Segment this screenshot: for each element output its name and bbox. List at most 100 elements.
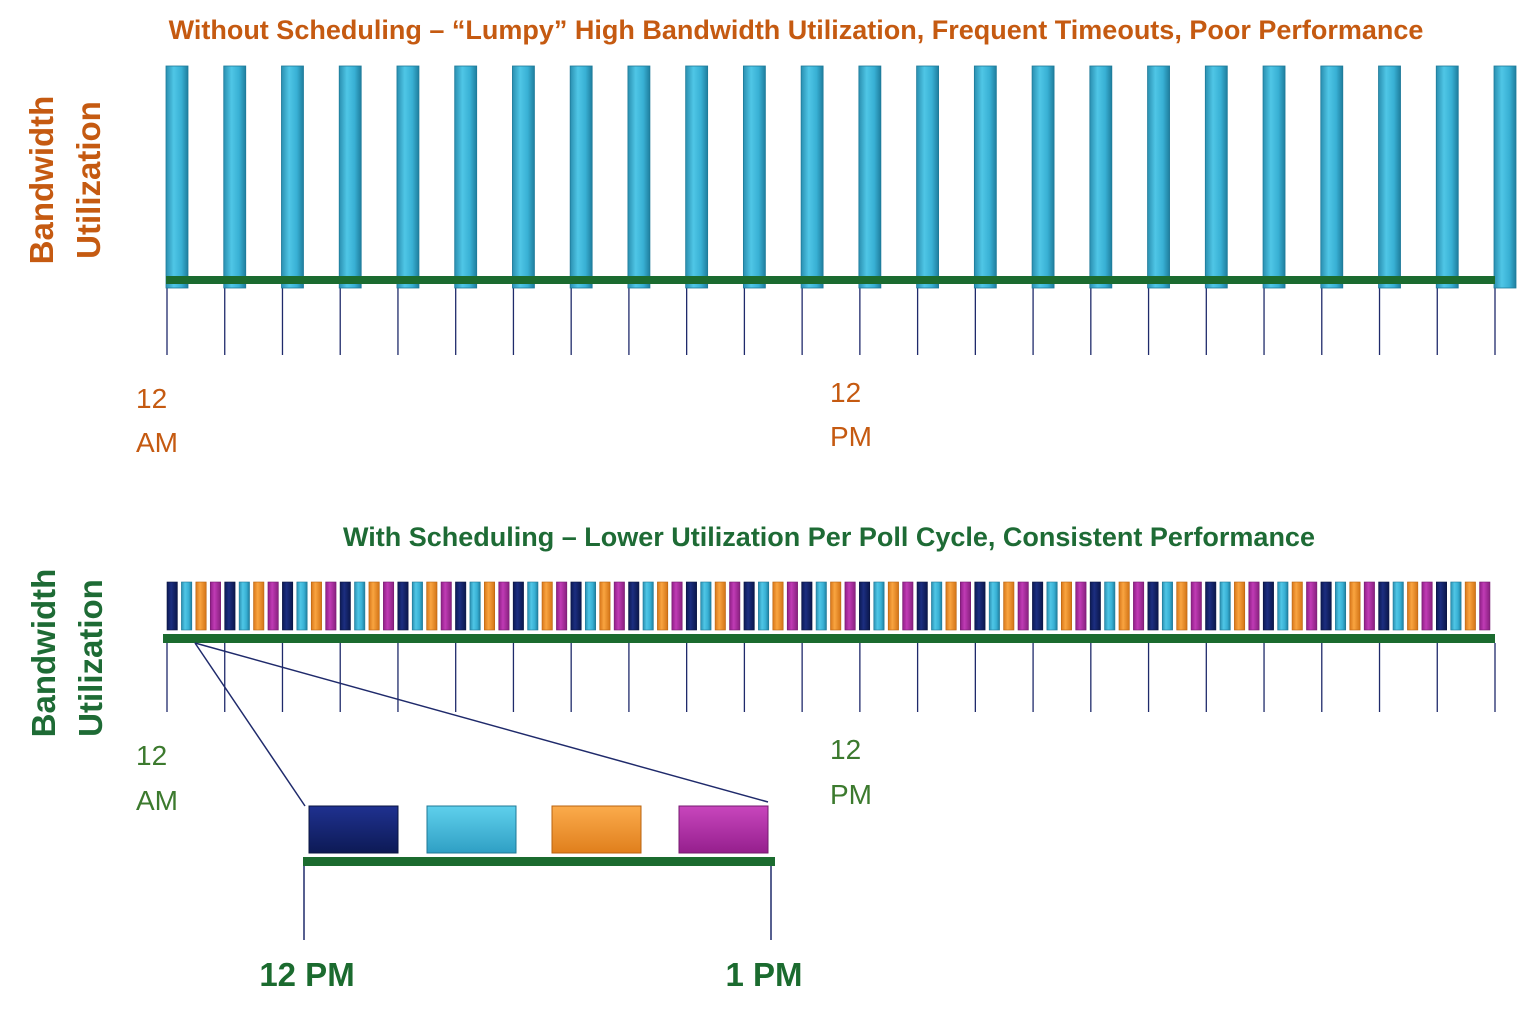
bottom-block-navy: [397, 581, 409, 631]
bottom-block-navy: [282, 581, 294, 631]
bottom-block-navy: [1089, 581, 1101, 631]
bottom-block-orange: [1349, 581, 1361, 631]
bottom-baseline: [163, 634, 1495, 643]
bottom-block-orange: [772, 581, 784, 631]
bottom-block-orange: [310, 581, 322, 631]
bottom-tick-label-mid-line2: PM: [830, 779, 872, 810]
bottom-block-cyan: [1392, 581, 1404, 631]
bottom-tick-label-start-line1: 12: [136, 740, 167, 771]
bottom-block-navy: [455, 581, 467, 631]
bottom-ylabel-line2: Utilization: [72, 579, 109, 737]
bottom-block-orange: [253, 581, 265, 631]
bottom-block-navy: [916, 581, 928, 631]
bottom-block-magenta: [1248, 581, 1260, 631]
bottom-blocks: [166, 581, 1491, 631]
bottom-block-orange: [484, 581, 496, 631]
bottom-block-magenta: [1479, 581, 1491, 631]
top-bar: [685, 65, 709, 289]
without-scheduling-title: Without Scheduling – “Lumpy” High Bandwi…: [169, 15, 1424, 45]
zoom-block-navy: [308, 805, 399, 854]
top-bar: [800, 65, 824, 289]
top-bar: [1262, 65, 1286, 289]
bottom-block-magenta: [1306, 581, 1318, 631]
top-bar: [742, 65, 766, 289]
zoom-block-magenta: [678, 805, 769, 854]
bottom-block-orange: [1234, 581, 1246, 631]
bottom-block-cyan: [1161, 581, 1173, 631]
bottom-block-navy: [1262, 581, 1274, 631]
bottom-block-cyan: [296, 581, 308, 631]
bottom-block-navy: [1320, 581, 1332, 631]
bottom-block-cyan: [1450, 581, 1462, 631]
bottom-block-navy: [339, 581, 351, 631]
bottom-block-magenta: [902, 581, 914, 631]
bottom-block-magenta: [440, 581, 452, 631]
bottom-block-magenta: [1363, 581, 1375, 631]
bottom-block-magenta: [1133, 581, 1145, 631]
bottom-block-magenta: [325, 581, 337, 631]
bottom-block-magenta: [1017, 581, 1029, 631]
bottom-tick-lines: [166, 643, 1496, 712]
bottom-block-magenta: [1190, 581, 1202, 631]
bottom-block-navy: [1378, 581, 1390, 631]
top-bar: [1320, 65, 1344, 289]
bottom-block-cyan: [815, 581, 827, 631]
bottom-block-orange: [368, 581, 380, 631]
top-ylabel-line2: Utilization: [70, 101, 107, 259]
top-bar: [858, 65, 882, 289]
top-bar: [1378, 65, 1401, 289]
bottom-ylabel-line1: Bandwidth: [25, 569, 62, 738]
bottom-block-magenta: [613, 581, 625, 631]
bottom-block-navy: [1032, 581, 1044, 631]
bottom-block-orange: [1407, 581, 1419, 631]
bottom-block-magenta: [383, 581, 395, 631]
bottom-block-navy: [1147, 581, 1159, 631]
zoom-label-end: 1 PM: [725, 956, 802, 993]
top-bar: [1493, 65, 1517, 289]
bottom-block-cyan: [238, 581, 250, 631]
bottom-block-navy: [974, 581, 986, 631]
bottom-block-magenta: [844, 581, 856, 631]
top-bar: [973, 65, 997, 289]
bottom-block-navy: [166, 581, 178, 631]
top-ylabel-line1: Bandwidth: [23, 96, 60, 265]
top-bar: [1147, 65, 1170, 289]
bottom-block-orange: [599, 581, 611, 631]
top-bar: [627, 65, 651, 289]
bottom-block-cyan: [700, 581, 712, 631]
bottom-block-navy: [1205, 581, 1217, 631]
with-scheduling-title: With Scheduling – Lower Utilization Per …: [343, 522, 1315, 552]
top-bar: [454, 65, 478, 289]
top-tick-label-mid-line1: 12: [830, 377, 861, 408]
bottom-block-cyan: [1046, 581, 1058, 631]
bottom-block-navy: [743, 581, 755, 631]
bottom-block-cyan: [584, 581, 596, 631]
bottom-block-cyan: [873, 581, 885, 631]
bottom-block-cyan: [411, 581, 423, 631]
bottom-block-magenta: [267, 581, 279, 631]
top-baseline: [166, 276, 1495, 284]
bottom-block-magenta: [960, 581, 972, 631]
zoom-connector-left: [194, 642, 306, 807]
bottom-block-orange: [1176, 581, 1188, 631]
top-bar: [1089, 65, 1113, 289]
bottom-block-magenta: [671, 581, 683, 631]
bottom-block-navy: [685, 581, 697, 631]
bottom-block-orange: [1464, 581, 1476, 631]
bottom-block-orange: [830, 581, 842, 631]
bottom-block-cyan: [1335, 581, 1347, 631]
bottom-block-cyan: [758, 581, 770, 631]
bottom-tick-label-mid-line1: 12: [830, 734, 861, 765]
bottom-block-orange: [887, 581, 899, 631]
bottom-block-cyan: [1277, 581, 1289, 631]
top-bar: [223, 65, 247, 289]
bottom-block-cyan: [1219, 581, 1231, 631]
bottom-block-orange: [426, 581, 438, 631]
bottom-tick-label-start-line2: AM: [136, 785, 178, 816]
bottom-block-cyan: [931, 581, 943, 631]
top-bar: [916, 65, 940, 289]
bottom-block-magenta: [209, 581, 221, 631]
bottom-block-orange: [657, 581, 669, 631]
bottom-block-magenta: [786, 581, 798, 631]
